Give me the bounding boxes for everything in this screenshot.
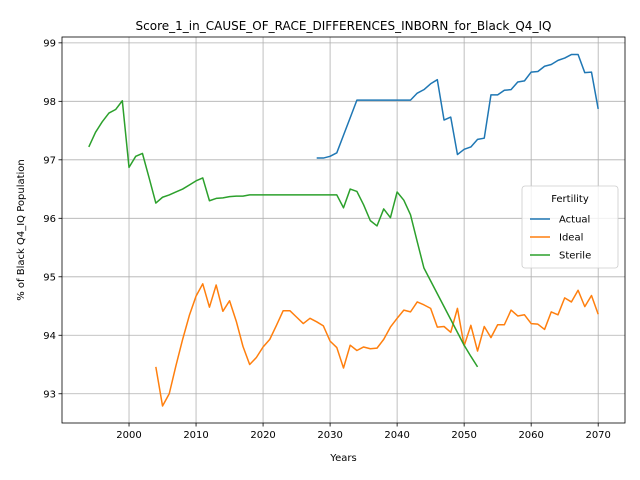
x-tick-label: 2050 [451,430,476,441]
x-axis-ticks: 2000 2010 2020 2030 2040 2050 2060 2070 [116,423,611,441]
x-tick-label: 2010 [183,430,208,441]
y-tick-label: 93 [43,389,56,400]
x-tick-label: 2060 [518,430,543,441]
legend: Fertility Actual Ideal Sterile [521,185,619,269]
plot-area: 2000 2010 2020 2030 2040 2050 2060 2070 9394959… [43,36,626,441]
y-axis-ticks: 93 94 95 96 97 98 99 [43,38,62,400]
grid-lines [62,37,625,423]
plot-frame [61,36,626,424]
series-lines [88,53,599,407]
legend-box [521,185,619,269]
y-axis-label: % of Black Q4_IQ Population [16,159,27,301]
x-tick-label: 2040 [384,430,409,441]
legend-label-sterile: Sterile [559,251,591,262]
legend-title: Fertility [551,194,589,205]
x-tick-label: 2020 [250,430,275,441]
chart-title: Score_1_in_CAUSE_OF_RACE_DIFFERENCES_INB… [136,19,552,33]
series-line-actual [316,53,599,159]
x-axis-label: Years [329,453,356,464]
series-line-sterile [88,100,479,368]
legend-label-ideal: Ideal [559,233,583,244]
y-tick-label: 96 [43,214,56,225]
x-tick-label: 2000 [116,430,141,441]
legend-items: Actual Ideal Sterile [530,215,591,262]
series-line-ideal [155,283,599,407]
y-tick-label: 97 [43,155,56,166]
y-tick-label: 94 [43,331,56,342]
y-tick-label: 98 [43,97,56,108]
x-tick-label: 2030 [317,430,342,441]
x-tick-label: 2070 [585,430,610,441]
legend-label-actual: Actual [559,215,590,226]
y-tick-label: 95 [43,272,56,283]
y-tick-label: 99 [43,38,56,49]
